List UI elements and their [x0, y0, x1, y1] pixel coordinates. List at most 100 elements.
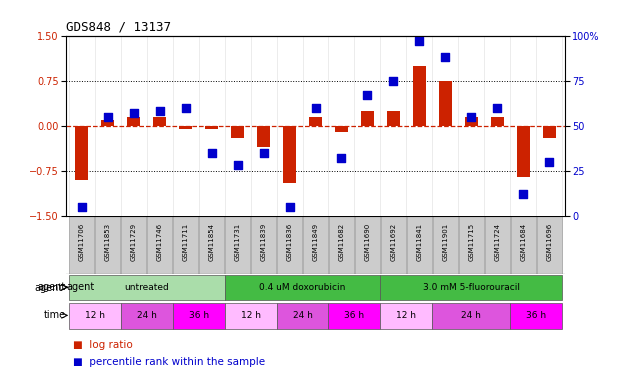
Point	[129, 110, 139, 116]
Text: agent: agent	[67, 282, 95, 292]
Text: GSM11901: GSM11901	[442, 223, 448, 261]
Text: 3.0 mM 5-fluorouracil: 3.0 mM 5-fluorouracil	[423, 283, 520, 292]
Bar	[257, 126, 270, 147]
FancyBboxPatch shape	[174, 216, 198, 274]
FancyBboxPatch shape	[407, 216, 432, 274]
FancyBboxPatch shape	[69, 275, 225, 300]
Bar	[543, 126, 556, 138]
Bar	[102, 120, 114, 126]
Text: GSM11729: GSM11729	[131, 223, 137, 261]
Point	[440, 54, 451, 60]
Text: 24 h: 24 h	[293, 311, 312, 320]
Text: 36 h: 36 h	[189, 311, 209, 320]
FancyBboxPatch shape	[276, 303, 329, 328]
FancyBboxPatch shape	[432, 303, 510, 328]
Bar	[127, 117, 140, 126]
Point	[336, 155, 346, 161]
Text: 12 h: 12 h	[240, 311, 261, 320]
Text: GSM11692: GSM11692	[391, 223, 396, 261]
FancyBboxPatch shape	[329, 303, 380, 328]
Point	[544, 159, 554, 165]
Text: GSM11682: GSM11682	[338, 223, 345, 261]
FancyBboxPatch shape	[69, 216, 94, 274]
Text: agent: agent	[35, 283, 63, 293]
FancyBboxPatch shape	[69, 303, 121, 328]
Bar	[361, 111, 374, 126]
FancyBboxPatch shape	[380, 303, 432, 328]
FancyBboxPatch shape	[459, 216, 484, 274]
Bar	[283, 126, 296, 183]
FancyBboxPatch shape	[121, 303, 173, 328]
Point	[77, 204, 87, 210]
Text: GSM11839: GSM11839	[261, 223, 266, 261]
Point	[180, 105, 191, 111]
Text: GSM11841: GSM11841	[416, 223, 422, 261]
Text: 36 h: 36 h	[526, 311, 546, 320]
Text: GSM11849: GSM11849	[312, 223, 319, 261]
Text: 24 h: 24 h	[461, 311, 481, 320]
Text: GSM11690: GSM11690	[365, 223, 370, 261]
Text: 12 h: 12 h	[85, 311, 105, 320]
Text: GSM11711: GSM11711	[183, 223, 189, 261]
Text: GSM11706: GSM11706	[79, 223, 85, 261]
Bar	[309, 117, 322, 126]
Point	[388, 78, 398, 84]
FancyBboxPatch shape	[510, 303, 562, 328]
Text: ■  log ratio: ■ log ratio	[73, 340, 133, 350]
Point	[285, 204, 295, 210]
Text: 12 h: 12 h	[396, 311, 416, 320]
Point	[415, 38, 425, 44]
FancyBboxPatch shape	[225, 303, 276, 328]
Text: GSM11684: GSM11684	[520, 223, 526, 261]
Bar	[439, 81, 452, 126]
Text: GSM11696: GSM11696	[546, 223, 552, 261]
Bar	[413, 66, 426, 126]
Point	[362, 92, 372, 98]
FancyBboxPatch shape	[303, 216, 328, 274]
Point	[492, 105, 502, 111]
Text: ■  percentile rank within the sample: ■ percentile rank within the sample	[73, 357, 264, 367]
FancyBboxPatch shape	[485, 216, 510, 274]
FancyBboxPatch shape	[225, 275, 380, 300]
Bar	[205, 126, 218, 129]
Text: untreated: untreated	[124, 283, 169, 292]
FancyBboxPatch shape	[147, 216, 172, 274]
FancyBboxPatch shape	[381, 216, 406, 274]
Text: GSM11836: GSM11836	[286, 223, 293, 261]
FancyBboxPatch shape	[199, 216, 224, 274]
Bar	[179, 126, 192, 129]
Point	[206, 150, 216, 156]
Point	[233, 162, 243, 168]
FancyBboxPatch shape	[95, 216, 121, 274]
FancyBboxPatch shape	[537, 216, 562, 274]
Text: GSM11746: GSM11746	[156, 223, 163, 261]
Point	[259, 150, 269, 156]
FancyBboxPatch shape	[277, 216, 302, 274]
Point	[155, 108, 165, 114]
Bar	[387, 111, 400, 126]
Text: 24 h: 24 h	[137, 311, 156, 320]
FancyBboxPatch shape	[251, 216, 276, 274]
FancyBboxPatch shape	[173, 303, 225, 328]
Bar	[231, 126, 244, 138]
Text: GSM11853: GSM11853	[105, 223, 111, 261]
Text: 36 h: 36 h	[345, 311, 365, 320]
Bar	[465, 117, 478, 126]
Text: GSM11715: GSM11715	[468, 223, 475, 261]
FancyBboxPatch shape	[121, 216, 146, 274]
Text: GSM11854: GSM11854	[209, 223, 215, 261]
Point	[518, 191, 528, 197]
FancyBboxPatch shape	[355, 216, 380, 274]
Bar	[153, 117, 166, 126]
Point	[466, 114, 476, 120]
Bar	[335, 126, 348, 132]
FancyBboxPatch shape	[433, 216, 457, 274]
Text: GSM11724: GSM11724	[494, 223, 500, 261]
Text: GDS848 / 13137: GDS848 / 13137	[66, 20, 171, 33]
FancyBboxPatch shape	[510, 216, 536, 274]
Text: time: time	[44, 310, 66, 320]
FancyBboxPatch shape	[225, 216, 250, 274]
FancyBboxPatch shape	[329, 216, 354, 274]
Text: GSM11731: GSM11731	[235, 223, 240, 261]
Point	[310, 105, 321, 111]
